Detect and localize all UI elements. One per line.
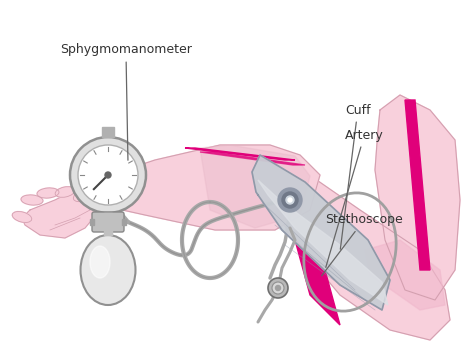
Polygon shape [200, 145, 310, 228]
Polygon shape [200, 152, 305, 165]
Circle shape [105, 172, 111, 178]
Circle shape [288, 198, 292, 202]
Polygon shape [22, 188, 105, 238]
Ellipse shape [55, 187, 75, 197]
Circle shape [78, 145, 138, 205]
Polygon shape [104, 230, 112, 235]
Text: Artery: Artery [326, 129, 384, 267]
Polygon shape [88, 145, 320, 230]
Ellipse shape [37, 188, 59, 198]
Text: Sphygmomanometer: Sphygmomanometer [60, 44, 192, 160]
Polygon shape [104, 213, 112, 214]
Circle shape [70, 137, 146, 213]
Ellipse shape [12, 212, 32, 222]
Polygon shape [252, 155, 390, 310]
Polygon shape [405, 100, 430, 270]
Polygon shape [185, 148, 295, 160]
Circle shape [278, 188, 302, 212]
Polygon shape [255, 165, 450, 340]
Polygon shape [258, 180, 388, 305]
Ellipse shape [90, 246, 110, 278]
Polygon shape [375, 95, 460, 300]
Circle shape [282, 192, 298, 208]
Circle shape [286, 196, 294, 204]
Polygon shape [365, 240, 445, 310]
FancyBboxPatch shape [92, 212, 124, 232]
Polygon shape [122, 219, 126, 225]
Polygon shape [102, 127, 114, 137]
Text: Cuff: Cuff [340, 103, 371, 249]
Polygon shape [90, 219, 94, 225]
Polygon shape [295, 240, 340, 325]
Text: Stethoscope: Stethoscope [322, 213, 403, 276]
Ellipse shape [73, 190, 91, 202]
Ellipse shape [81, 235, 136, 305]
Circle shape [268, 278, 288, 298]
Ellipse shape [21, 195, 43, 205]
Circle shape [275, 285, 281, 291]
Circle shape [272, 282, 284, 294]
